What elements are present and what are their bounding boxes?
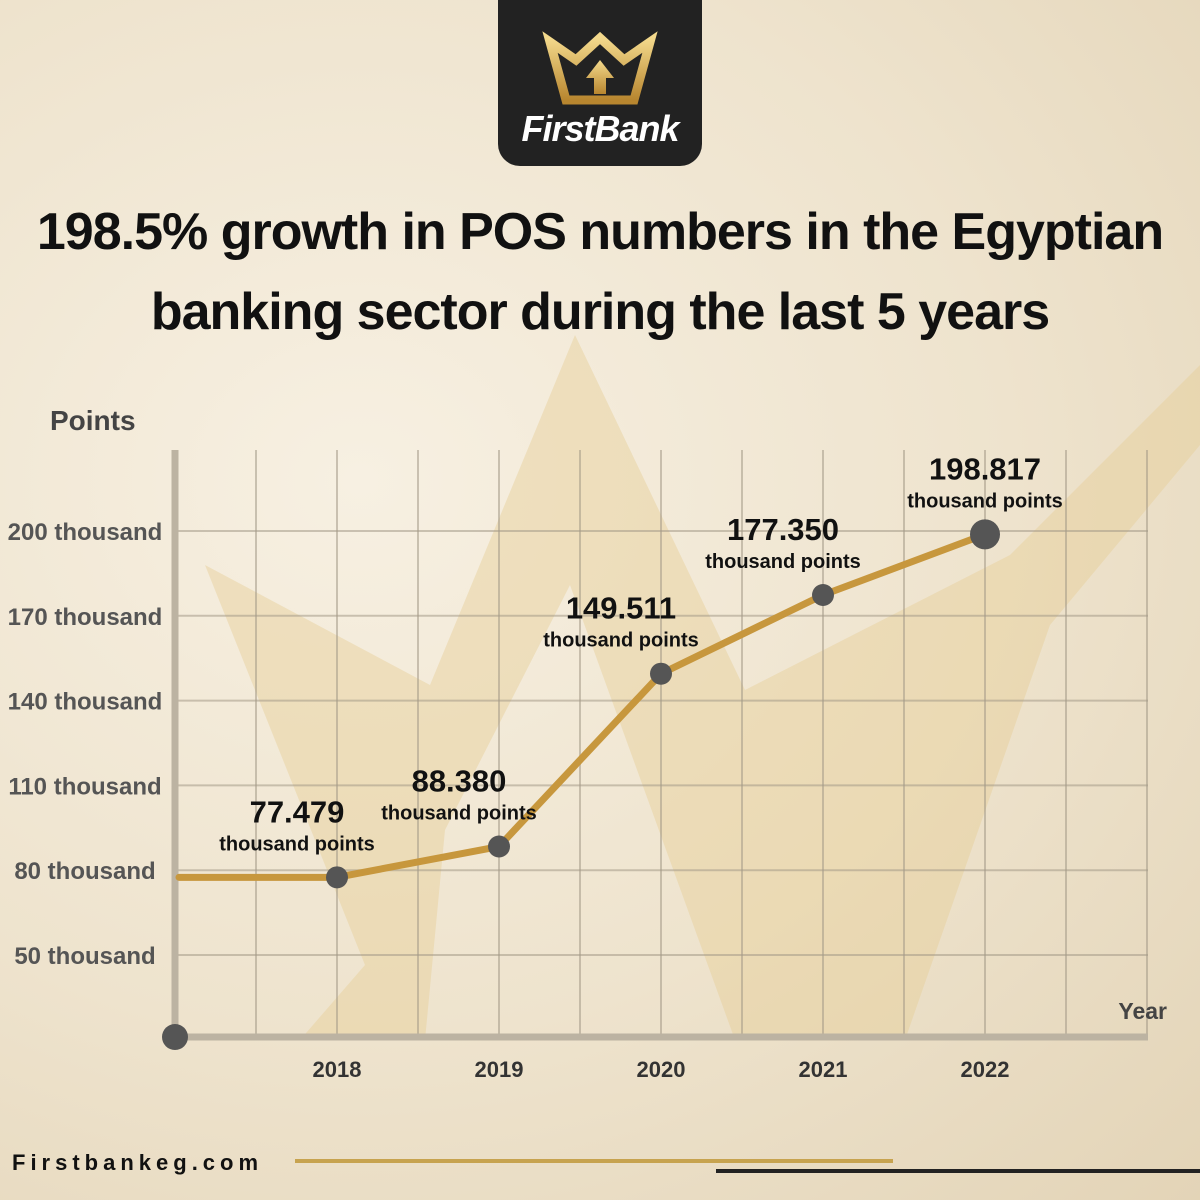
data-point — [488, 835, 510, 858]
y-tick-label: 110 thousand — [8, 773, 161, 800]
data-point — [970, 519, 1000, 550]
firstbank-logo: FirstBank — [498, 0, 702, 166]
website-url[interactable]: Firstbankeg.com — [12, 1150, 264, 1175]
x-tick-label: 2019 — [475, 1057, 524, 1082]
y-tick-labels: 50 thousand 80 thousand 110 thousand 140 th… — [8, 519, 163, 970]
data-label-unit: thousand points — [705, 551, 861, 573]
y-tick-label: 140 thousand — [8, 689, 163, 716]
x-tick-label: 2022 — [961, 1057, 1010, 1082]
data-points — [326, 519, 1000, 889]
footer-divider-dark — [716, 1169, 1200, 1173]
data-point — [812, 584, 834, 607]
data-label-value: 149.511 — [566, 591, 676, 626]
data-label-unit: thousand points — [543, 630, 699, 652]
title-line-2: banking sector during the last 5 years — [150, 283, 1050, 341]
title-line-1: 198.5% growth in POS numbers in the Egyp… — [36, 203, 1164, 261]
y-axis-title: Points — [50, 405, 136, 436]
y-tick-label: 50 thousand — [14, 943, 155, 970]
chart-axes — [162, 450, 1148, 1050]
data-point — [650, 662, 672, 685]
data-label-value: 177.350 — [727, 512, 839, 547]
x-tick-label: 2021 — [799, 1057, 848, 1082]
data-label-value: 88.380 — [412, 764, 507, 799]
footer-divider-gold — [295, 1159, 893, 1163]
data-label-unit: thousand points — [381, 803, 537, 825]
x-axis-title: Year — [1118, 998, 1167, 1024]
series-line-layer — [175, 530, 989, 881]
x-tick-labels: 2018 2019 2020 2021 2022 — [313, 1057, 1010, 1082]
y-tick-label: 200 thousand — [8, 519, 163, 546]
data-label-unit: thousand points — [907, 490, 1063, 512]
page-title: 198.5% growth in POS numbers in the Egyp… — [20, 192, 1180, 352]
y-tick-label: 80 thousand — [14, 858, 155, 885]
data-labels: 77.479 thousand points 88.380 thousand poin… — [219, 451, 1063, 855]
brand-name: FirstBank — [521, 108, 679, 149]
data-label-unit: thousand points — [219, 833, 375, 855]
axis-origin-dot — [162, 1024, 188, 1050]
x-tick-label: 2020 — [637, 1057, 686, 1082]
data-label-value: 198.817 — [929, 451, 1041, 486]
y-tick-label: 170 thousand — [8, 604, 163, 631]
x-tick-label: 2018 — [313, 1057, 362, 1082]
series-line — [175, 530, 989, 881]
data-label-value: 77.479 — [250, 794, 345, 829]
crown-icon — [542, 31, 658, 105]
data-point — [326, 866, 348, 889]
chart-grid — [175, 450, 1148, 1037]
